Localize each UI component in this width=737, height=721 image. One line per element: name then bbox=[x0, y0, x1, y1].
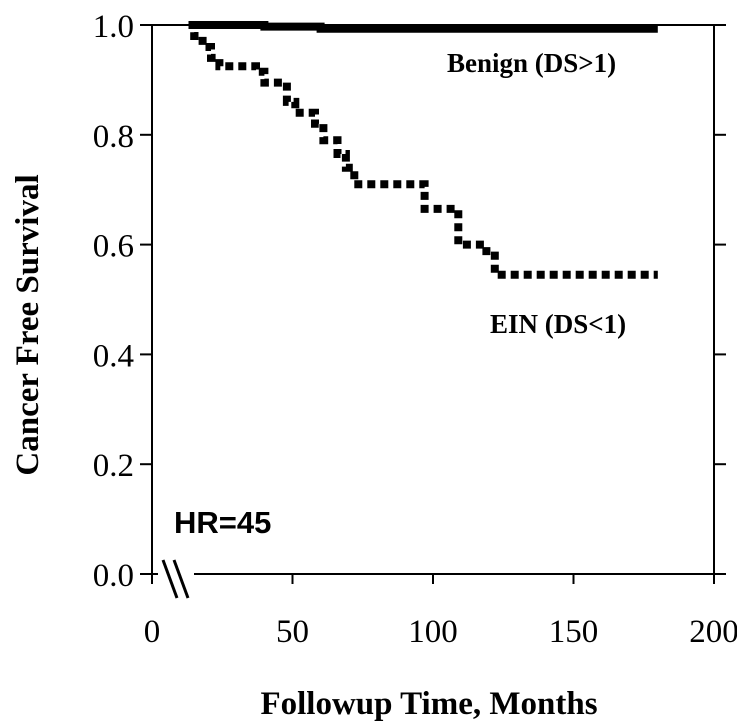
series-line-ein bbox=[188, 21, 658, 279]
y-tick-label: 0.6 bbox=[93, 229, 134, 265]
x-tick-label: 100 bbox=[408, 614, 458, 650]
series-label-ein: EIN (DS<1) bbox=[490, 309, 626, 339]
x-tick-label: 150 bbox=[549, 614, 599, 650]
x-tick-label: 200 bbox=[689, 614, 737, 650]
axis-ticks bbox=[140, 24, 726, 584]
y-tick-label: 0.0 bbox=[93, 558, 134, 594]
x-axis-break-marker bbox=[158, 559, 194, 600]
series-label-benign: Benign (DS>1) bbox=[447, 48, 616, 78]
y-tick-label: 0.8 bbox=[93, 119, 134, 155]
series-line-benign bbox=[188, 21, 658, 33]
axis-tick-labels: 0 50 100 150 200 0.0 0.2 0.4 0.6 0.8 1.0 bbox=[93, 9, 737, 650]
y-tick-label: 1.0 bbox=[93, 9, 134, 45]
y-tick-label: 0.2 bbox=[93, 448, 134, 484]
hazard-ratio-annotation: HR=45 bbox=[174, 505, 271, 540]
x-axis-title: Followup Time, Months bbox=[260, 686, 597, 721]
x-tick-label: 50 bbox=[276, 614, 309, 650]
y-tick-label: 0.4 bbox=[93, 338, 134, 374]
plot-frame bbox=[151, 24, 715, 575]
series-lines bbox=[188, 21, 658, 279]
x-tick-label: 0 bbox=[144, 614, 161, 650]
y-axis-title: Cancer Free Survival bbox=[10, 174, 46, 475]
